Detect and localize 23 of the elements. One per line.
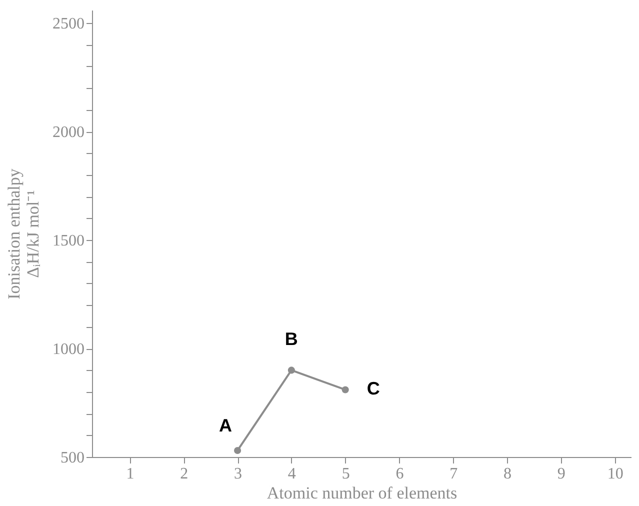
x-tick-label: 4 [288,466,296,482]
y-axis-title: Ionisation enthalpy ΔᵢH/kJ mol⁻¹ [4,168,42,300]
point [234,446,242,454]
annotation: A [219,415,232,436]
x-tick-label: 10 [607,466,624,482]
y-tick-label: 1000 [52,341,84,358]
x-tick-label: 7 [450,466,458,482]
point [342,386,349,394]
x-tick-label: 3 [234,466,242,482]
x-tick-label: 2 [180,466,188,482]
x-tick-label: 5 [342,466,350,482]
y-tick-label: 500 [60,450,84,466]
point [288,366,295,374]
annotation: B [284,329,298,350]
x-axis-title: Atomic number of elements [266,484,458,502]
x-tick-label: 8 [504,466,512,482]
annotation: C [366,378,380,399]
x-tick-label: 6 [396,466,404,482]
x-tick-label: 9 [557,466,566,482]
y-tick-label: 2500 [52,16,84,33]
x-tick-label: 1 [126,466,134,482]
y-tick-label: 2000 [52,124,84,142]
y-tick-label: 1500 [52,232,84,250]
